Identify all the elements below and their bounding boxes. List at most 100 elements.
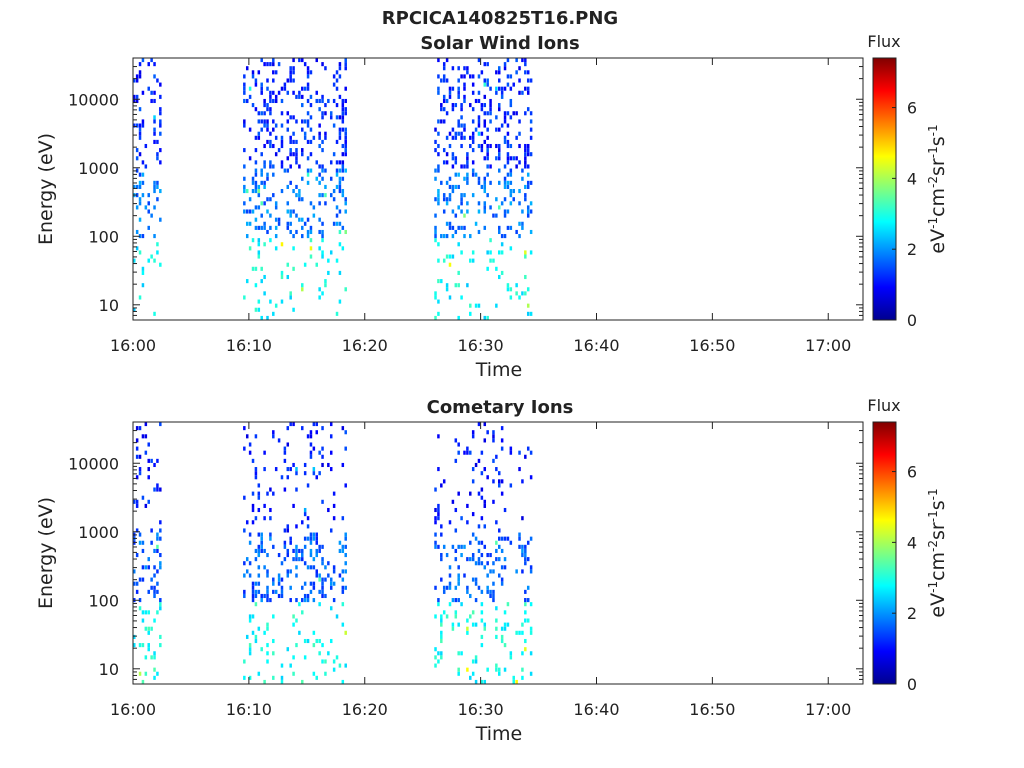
heatmap-cell xyxy=(506,287,510,292)
heatmap-cell xyxy=(483,176,487,181)
heatmap-cell xyxy=(251,503,255,508)
heatmap-cell xyxy=(295,229,298,235)
heatmap-cell xyxy=(274,135,278,140)
heatmap-cell xyxy=(506,622,510,627)
heatmap-cell xyxy=(469,593,472,599)
heatmap-cell xyxy=(457,225,460,230)
heatmap-cell xyxy=(332,189,336,194)
heatmap-cell xyxy=(289,569,292,574)
heatmap-cell xyxy=(498,274,501,280)
x-tick-label: 16:00 xyxy=(110,700,156,719)
heatmap-cell xyxy=(266,626,269,631)
heatmap-cell xyxy=(243,295,246,300)
heatmap-cell xyxy=(434,540,437,545)
x-ticks-solar-wind: 16:00 16:10 16:20 16:30 16:40 16:50 17:00 xyxy=(110,58,851,355)
heatmap-cell xyxy=(332,197,336,202)
heatmap-cell xyxy=(243,123,246,128)
heatmap-cell xyxy=(518,201,521,206)
heatmap-cell xyxy=(153,74,156,79)
heatmap-cell xyxy=(434,148,437,153)
heatmap-cell xyxy=(486,475,489,480)
heatmap-cell xyxy=(295,148,298,153)
heatmap-cell xyxy=(463,86,466,91)
panel-title-solar-wind: Solar Wind Ions xyxy=(420,33,579,54)
heatmap-cell xyxy=(295,160,298,165)
heatmap-cell xyxy=(135,426,139,431)
heatmap-cell xyxy=(318,246,321,251)
heatmap-cell xyxy=(159,565,162,570)
heatmap-cell xyxy=(324,283,327,288)
heatmap-cell xyxy=(251,266,255,271)
heatmap-cell xyxy=(269,299,272,304)
heatmap-cell xyxy=(295,553,298,558)
heatmap-cell xyxy=(329,176,333,181)
heatmap-cell xyxy=(263,630,266,635)
x-tick-label: 16:40 xyxy=(573,336,619,355)
heatmap-cell xyxy=(156,242,159,247)
heatmap-cell xyxy=(451,225,455,230)
heatmap-cell xyxy=(498,250,501,255)
heatmap-cell xyxy=(442,66,446,71)
heatmap-cell xyxy=(474,221,478,226)
heatmap-cell xyxy=(135,499,139,504)
heatmap-cell xyxy=(260,598,263,603)
heatmap-cell xyxy=(144,450,148,455)
heatmap-cell xyxy=(440,107,443,112)
heatmap-cell xyxy=(524,62,527,67)
heatmap-cell xyxy=(524,254,527,259)
heatmap-cell xyxy=(489,98,492,104)
heatmap-cell xyxy=(471,139,475,144)
heatmap-cell xyxy=(254,168,258,173)
heatmap-cell xyxy=(480,487,484,492)
heatmap-cell xyxy=(135,94,139,99)
heatmap-cell xyxy=(266,139,269,144)
heatmap-cell xyxy=(521,225,524,230)
heatmap-cell xyxy=(321,234,324,239)
heatmap-cell xyxy=(483,119,487,124)
heatmap-cell xyxy=(303,119,307,124)
heatmap-cell xyxy=(251,103,255,108)
heatmap-cell xyxy=(498,528,501,533)
heatmap-cell xyxy=(466,557,469,562)
heatmap-cell xyxy=(147,62,150,67)
heatmap-cell xyxy=(529,626,533,631)
heatmap-cell xyxy=(344,430,347,435)
heatmap-cell xyxy=(144,205,148,210)
x-axis-label-cometary: Time xyxy=(475,723,523,745)
heatmap-cell xyxy=(448,225,452,230)
heatmap-cell xyxy=(135,246,139,251)
heatmap-cell xyxy=(257,532,261,537)
heatmap-cell xyxy=(463,66,466,71)
heatmap-cell xyxy=(243,184,246,189)
heatmap-cell xyxy=(141,58,145,63)
heatmap-cell xyxy=(524,553,527,558)
heatmap-cell xyxy=(344,553,347,558)
heatmap-cell xyxy=(492,213,495,218)
heatmap-cell xyxy=(303,86,307,91)
heatmap-cell xyxy=(153,205,156,210)
heatmap-cell xyxy=(518,189,521,194)
heatmap-cell xyxy=(263,62,266,67)
heatmap-cell xyxy=(289,467,292,472)
heatmap-cell xyxy=(448,520,452,525)
heatmap-cell xyxy=(463,213,466,218)
heatmap-cell xyxy=(280,143,284,149)
heatmap-cell xyxy=(503,184,507,189)
y-tick-label: 1000 xyxy=(78,159,119,178)
heatmap-cell xyxy=(274,589,278,594)
heatmap-cell xyxy=(457,491,460,496)
heatmap-cell xyxy=(280,561,284,566)
heatmap-cell xyxy=(260,172,263,177)
heatmap-cell xyxy=(483,499,487,504)
heatmap-cell xyxy=(153,593,156,599)
heatmap-cell xyxy=(301,585,304,590)
heatmap-cell xyxy=(315,675,318,680)
heatmap-cell xyxy=(341,585,345,590)
heatmap-cell xyxy=(338,184,342,189)
heatmap-cell xyxy=(483,679,487,684)
heatmap-cell xyxy=(289,229,292,235)
heatmap-cell xyxy=(260,532,263,537)
heatmap-cell xyxy=(445,135,449,140)
heatmap-cell xyxy=(245,557,249,562)
heatmap-cell xyxy=(529,569,533,574)
